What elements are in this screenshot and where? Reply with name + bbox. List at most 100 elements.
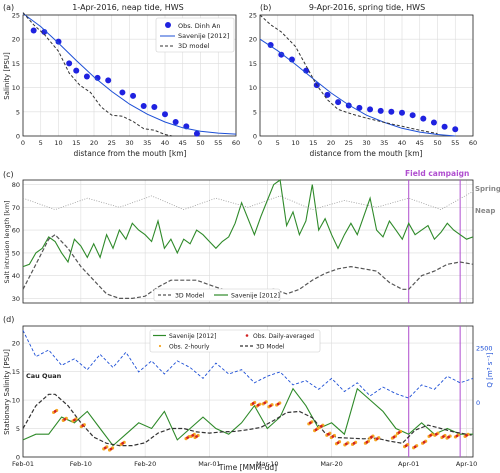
x-tick-label: 15 — [309, 139, 317, 147]
x-tick-label: 35 — [143, 139, 151, 147]
obs-daily-point — [404, 444, 408, 448]
spring-label: Spring — [475, 185, 500, 193]
panel-a-ylabel: Salinity [PSU] — [3, 52, 11, 100]
panel-c-grid — [22, 180, 473, 303]
obs-point — [151, 103, 158, 110]
y-tick-label: 0 — [16, 454, 20, 462]
x-tick-label: Mar-10 — [256, 460, 278, 468]
panel-b: (b) 9-Apr-2016, spring tide, HWS 0 5 10 15 2… — [249, 3, 477, 158]
model-line — [22, 233, 474, 299]
obs-daily-point — [442, 435, 445, 438]
station-label: Cau Quan — [26, 372, 62, 380]
y2-tick-label: 0 — [476, 399, 480, 407]
obs-point — [193, 130, 200, 137]
obs-point — [130, 92, 137, 99]
obs-point — [83, 73, 90, 80]
obs-point — [73, 67, 80, 74]
y-tick-label: 15 — [12, 60, 20, 68]
x-tick-label: 55 — [214, 139, 222, 147]
y-tick-label: 60 — [12, 227, 20, 235]
y-tick-label: 25 — [249, 12, 257, 20]
x-tick-label: 20 — [327, 139, 335, 147]
x-tick-label: 15 — [72, 139, 80, 147]
y-tick-label: 30 — [12, 295, 20, 303]
savenije-line — [22, 13, 237, 135]
x-tick-label: 5 — [39, 139, 43, 147]
x-tick-label: Mar-01 — [198, 460, 220, 468]
obs-daily-point — [336, 441, 340, 445]
panel-b-letter: (b) — [260, 3, 271, 12]
panel-d: (d) Feb-01 Feb-10 Feb-20 Mar-01 Mar-10 Mar-20… — [3, 315, 494, 472]
x-tick-label: 40 — [161, 139, 169, 147]
obs-daily-point — [269, 404, 272, 408]
legend-d-sav-label: Savenije [2012] — [169, 333, 216, 340]
campaign-label: Field campaign — [405, 169, 469, 178]
panel-b-series — [259, 14, 459, 137]
obs-point — [399, 109, 405, 116]
y-tick-label: 20 — [249, 36, 257, 44]
obs-daily-point — [103, 446, 107, 450]
obs-daily-point — [397, 431, 401, 434]
panel-c-series — [22, 179, 474, 303]
obs-point — [162, 111, 168, 118]
obs-daily-point — [375, 437, 379, 441]
y-tick-label: 40 — [12, 272, 20, 280]
obs-daily-point — [319, 424, 323, 428]
obs-daily-point — [434, 432, 438, 436]
x-tick-label: 60 — [469, 139, 477, 147]
panel-a-frame — [22, 14, 237, 137]
obs-daily-point — [352, 441, 356, 445]
legend-d-obsd-marker — [245, 334, 249, 337]
legend-d: Savenije [2012] Obs. Daily-averaged Obs.… — [149, 329, 321, 353]
panel-a-series — [22, 12, 237, 137]
panel-d-xlabel: Time [MMM-dd] — [218, 463, 277, 472]
obs-daily-point — [191, 433, 195, 437]
panel-a-xlabel: distance from the mouth [km] — [74, 149, 187, 158]
panel-d-series — [22, 326, 474, 457]
obs-daily-point — [251, 402, 255, 405]
x-tick-label: Mar-20 — [320, 460, 342, 468]
model-line — [22, 393, 474, 447]
obs-point — [267, 42, 274, 49]
y-tick-label: 15 — [249, 60, 257, 68]
obs-daily-point — [326, 432, 330, 436]
panel-c-letter: (c) — [3, 170, 14, 179]
y-tick-label: 0 — [16, 133, 20, 141]
legend-d-model-label: 3D Model — [256, 344, 285, 351]
obs-daily-point — [263, 401, 267, 405]
obs-daily-point — [53, 410, 57, 413]
panel-d-ylabel: Stationary Salinity [PSU] — [3, 349, 11, 435]
obs-point — [105, 77, 112, 84]
obs-point — [94, 74, 101, 81]
panel-b-grid — [259, 14, 474, 137]
x-tick-label: 25 — [345, 139, 353, 147]
obs-point — [140, 102, 147, 109]
obs-daily-point — [331, 435, 335, 438]
panel-c: (c) 30 40 50 60 70 80 Salt intrusion length [… — [3, 169, 500, 304]
panel-a-ticks: 0 5 10 15 20 25 30 35 40 45 50 55 60 0 5 10 15 20 25 — [12, 12, 240, 148]
x-tick-label: 10 — [54, 139, 62, 147]
y-tick-label: 10 — [249, 84, 257, 92]
obs-point — [41, 28, 48, 35]
y-tick-label: 5 — [253, 108, 257, 116]
panel-a-letter: (a) — [3, 3, 14, 12]
neap-label: Neap — [475, 207, 495, 215]
legend-ab: Obs. Dinh An Savenije [2012] 3D model — [155, 17, 235, 53]
obs-point — [377, 107, 384, 114]
y-tick-label: 15 — [12, 368, 20, 376]
y-tick-label: 5 — [16, 425, 20, 433]
panel-b-frame — [259, 14, 474, 137]
panel-d-frame — [22, 325, 474, 458]
obs-point — [420, 115, 427, 122]
savenije-line — [259, 38, 456, 137]
model-line — [259, 14, 438, 135]
obs-daily-point — [365, 440, 369, 444]
x-tick-label: 10 — [291, 139, 299, 147]
legend-c: 3D Model Savenije [2012] — [153, 288, 281, 302]
legend-ab-box — [155, 17, 235, 53]
obs-point — [388, 108, 395, 115]
panel-d-ticks: Feb-01 Feb-10 Feb-20 Mar-01 Mar-10 Mar-20 Apr-… — [12, 340, 493, 468]
x-tick-label: 50 — [196, 139, 204, 147]
obs-point — [452, 126, 459, 133]
